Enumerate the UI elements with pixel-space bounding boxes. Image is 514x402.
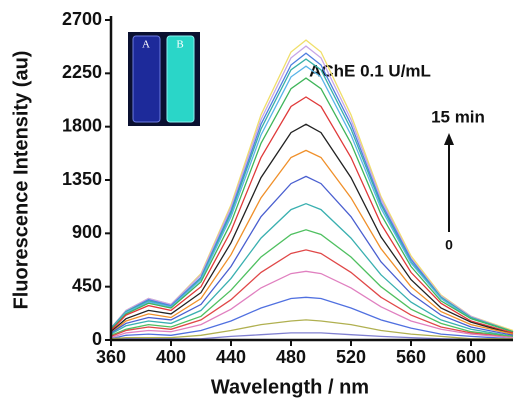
y-tick-label: 900: [72, 222, 102, 242]
y-tick-label: 2700: [62, 9, 102, 29]
spectrum-line: [110, 149, 514, 335]
y-tick-label: 450: [72, 275, 102, 295]
spectrum-line: [110, 175, 514, 336]
y-tick-label: 2250: [62, 62, 102, 82]
x-tick-label: 440: [216, 347, 246, 367]
arrow-head: [444, 133, 454, 145]
spectrum-line: [110, 319, 513, 340]
inset-label: A: [142, 39, 150, 51]
annotation: AChE 0.1 U/mL: [309, 61, 431, 80]
spectrum-line: [110, 96, 514, 334]
spectrum-line: [110, 123, 514, 335]
spectrum-line: [110, 45, 514, 333]
y-tick-label: 0: [92, 329, 102, 349]
x-tick-label: 600: [456, 347, 486, 367]
spectrum-line: [110, 270, 514, 339]
spectrum-line: [110, 203, 514, 338]
y-tick-label: 1350: [62, 169, 102, 189]
y-axis-title: Fluorescence Intensity (au): [10, 51, 32, 310]
plot-lines: [110, 39, 514, 341]
inset-label: B: [176, 39, 183, 51]
spectrum-line: [110, 296, 514, 340]
x-tick-label: 360: [96, 347, 126, 367]
spectrum-line: [110, 229, 514, 338]
annotation: 15 min: [431, 107, 485, 126]
x-tick-label: 480: [276, 347, 306, 367]
vial-b: [166, 35, 195, 123]
spectrum-line: [110, 65, 514, 333]
inset: A B: [128, 32, 200, 126]
spectrum-line: [110, 249, 514, 339]
x-tick-label: 520: [336, 347, 366, 367]
annotation: 0: [445, 237, 453, 253]
spectrum-line: [110, 77, 514, 333]
vial-a: [132, 35, 161, 123]
y-tick-label: 1800: [62, 115, 102, 135]
x-tick-label: 560: [396, 347, 426, 367]
x-tick-label: 400: [156, 347, 186, 367]
spectrum-line: [110, 52, 514, 333]
x-axis-title: Wavelength / nm: [211, 376, 369, 398]
